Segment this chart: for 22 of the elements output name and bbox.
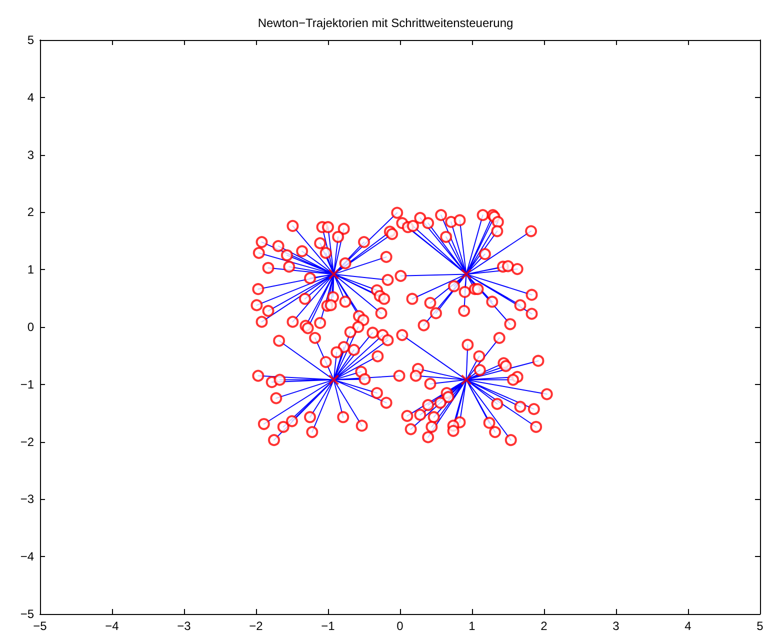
x-tick-label: −2 <box>249 619 264 633</box>
chart-title: Newton−Trajektorien mit Schrittweitensteuerung <box>258 16 514 30</box>
y-tick-label: 5 <box>27 33 34 47</box>
x-tick-label: 5 <box>756 619 764 633</box>
x-tick-label: −3 <box>177 619 192 633</box>
y-tick-label: −3 <box>20 492 34 506</box>
y-tick-label: −5 <box>20 607 34 621</box>
y-tick-label: −2 <box>20 434 34 449</box>
x-tick-label: 2 <box>540 619 548 633</box>
x-tick-label: 0 <box>396 619 404 633</box>
y-tick-label: 0 <box>27 320 34 334</box>
x-tick-label: 3 <box>612 619 620 633</box>
y-tick-label: −4 <box>20 550 34 564</box>
y-tick-label: 2 <box>27 205 34 220</box>
y-tick-label: 1 <box>27 262 34 277</box>
x-tick-label: −1 <box>321 619 336 633</box>
x-tick-label: −4 <box>105 619 120 633</box>
y-tick-label: −1 <box>20 377 34 392</box>
y-tick-label: 4 <box>27 90 34 104</box>
x-tick-label: 1 <box>468 619 476 633</box>
y-tick-label: 3 <box>27 148 34 162</box>
x-tick-label: 4 <box>684 619 692 633</box>
